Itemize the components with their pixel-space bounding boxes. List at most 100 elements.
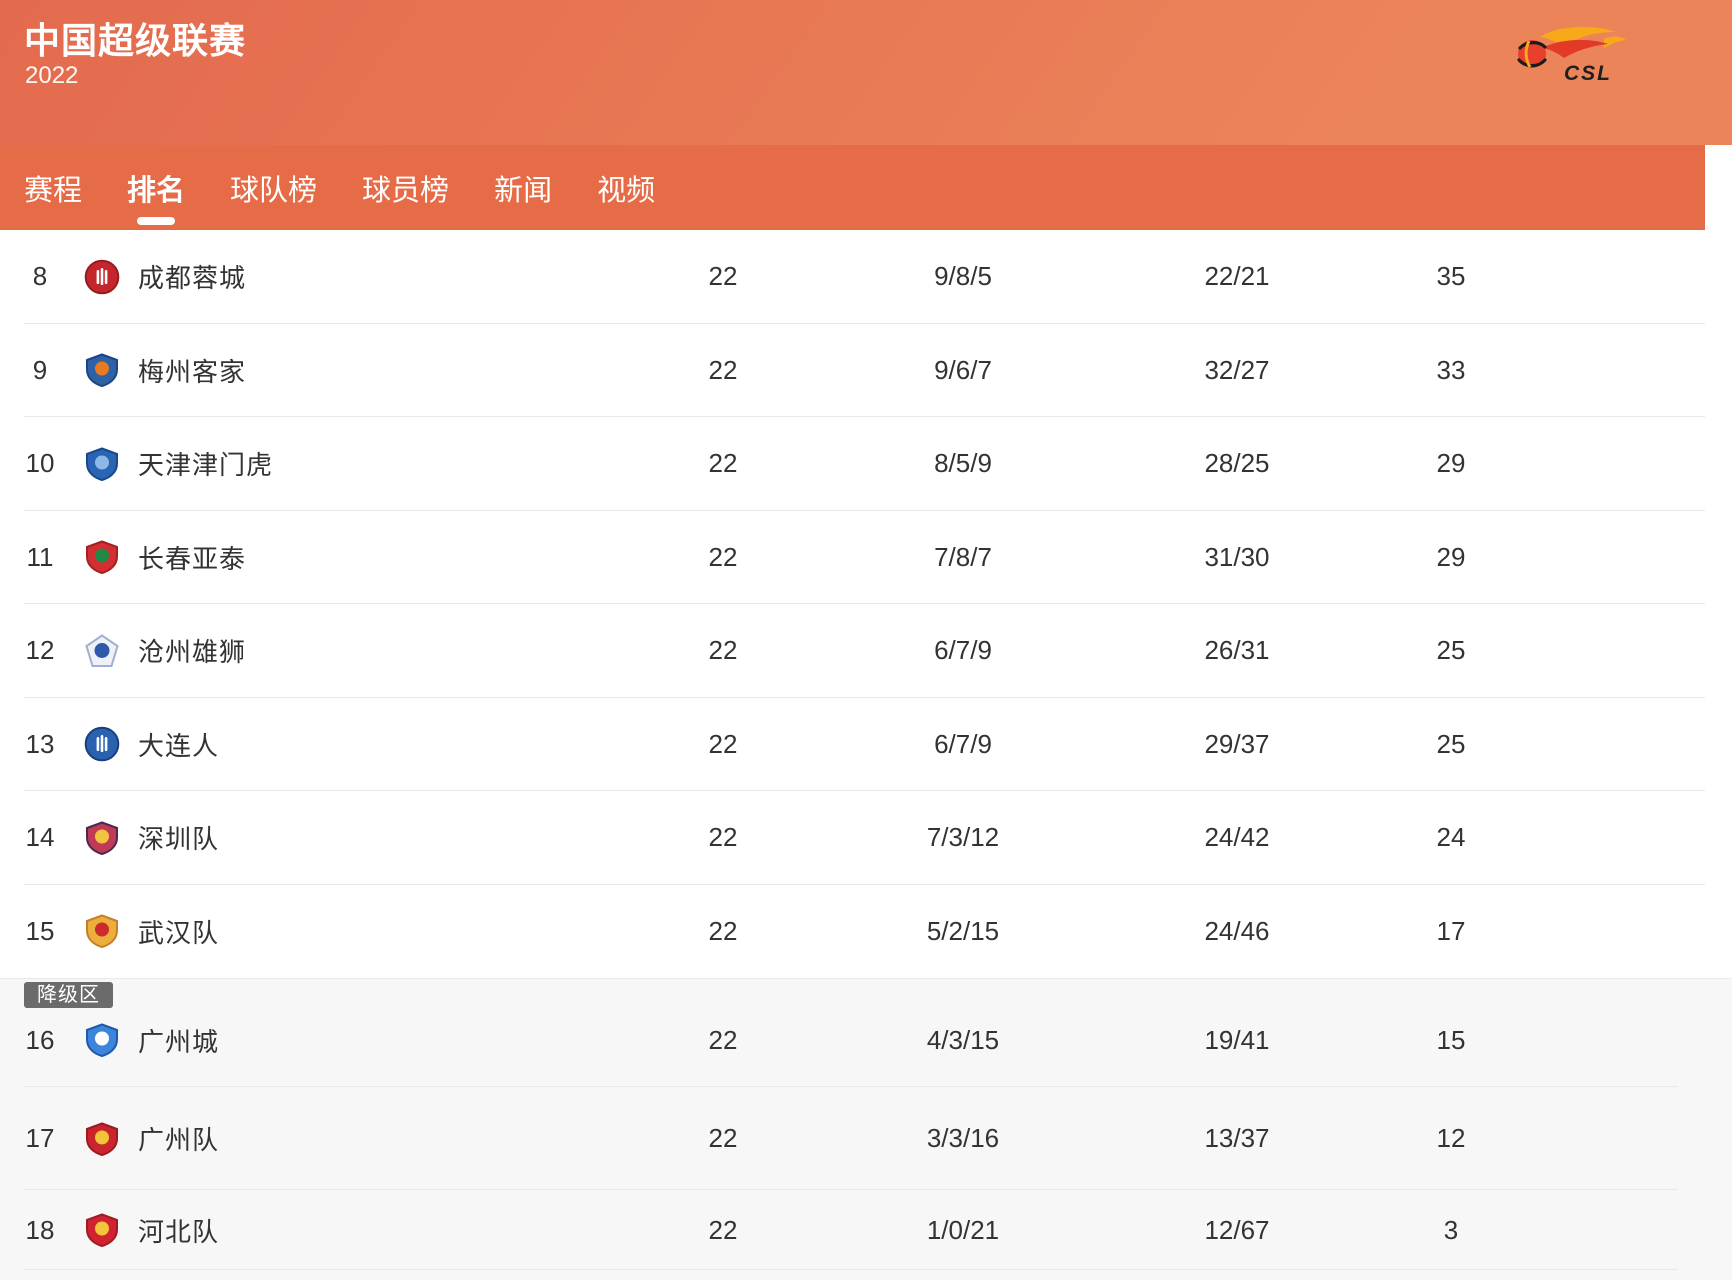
matches-played-cell: 22: [708, 915, 738, 946]
goals-for-against-cell: 32/27: [1204, 354, 1270, 385]
csl-league-logo: CSL: [1504, 22, 1628, 90]
rank-cell: 18: [25, 1214, 55, 1245]
win-draw-loss-cell: 9/6/7: [934, 354, 992, 385]
team-name[interactable]: 天津津门虎: [138, 450, 274, 481]
team-name[interactable]: 广州队: [138, 1125, 220, 1155]
team-badge-icon: [84, 1121, 120, 1157]
rank-cell: 13: [25, 728, 55, 759]
relegation-zone-label: 降级区: [24, 982, 113, 1008]
win-draw-loss-cell: 7/8/7: [934, 541, 992, 572]
team-name[interactable]: 大连人: [138, 730, 220, 761]
tab-label: 新闻: [494, 174, 553, 207]
relegation-zone: 降级区 16 广州城 22 4/3/15 19/41 15 17 广州队 22 …: [0, 978, 1732, 1280]
points-cell: 25: [1436, 728, 1466, 759]
season-label: 2022: [25, 62, 79, 89]
team-badge-icon: [84, 820, 120, 856]
team-badge-icon: [84, 539, 120, 575]
tab-player-rankings[interactable]: 球员榜: [362, 145, 449, 230]
rank-cell: 14: [25, 822, 55, 853]
tab-label: 排名: [127, 174, 186, 207]
points-cell: 35: [1436, 261, 1466, 292]
goals-for-against-cell: 26/31: [1204, 635, 1270, 666]
points-cell: 17: [1436, 915, 1466, 946]
team-badge-icon: [84, 259, 120, 295]
rows-main: 8 成都蓉城 22 9/8/5 22/21 35 9 梅州客家 22 9/6/7…: [0, 230, 1732, 978]
team-name[interactable]: 武汉队: [138, 917, 220, 948]
rows-relegation: 16 广州城 22 4/3/15 19/41 15 17 广州队 22 3/3/…: [0, 979, 1732, 1270]
win-draw-loss-cell: 4/3/15: [926, 1024, 1000, 1055]
goals-for-against-cell: 13/37: [1204, 1123, 1270, 1153]
rank-cell: 8: [32, 261, 48, 292]
matches-played-cell: 22: [708, 635, 738, 666]
app-header: 中国超级联赛 2022 CSL: [0, 0, 1732, 145]
tab-label: 赛程: [24, 174, 83, 207]
team-name[interactable]: 河北队: [138, 1216, 220, 1247]
team-name[interactable]: 梅州客家: [138, 356, 247, 387]
points-cell: 12: [1436, 1123, 1466, 1153]
tab-video[interactable]: 视频: [597, 145, 655, 230]
points-cell: 33: [1436, 354, 1466, 385]
tab-team-rankings[interactable]: 球队榜: [230, 145, 317, 230]
win-draw-loss-cell: 8/5/9: [934, 448, 992, 479]
matches-played-cell: 22: [708, 448, 738, 479]
win-draw-loss-cell: 1/0/21: [926, 1214, 1000, 1245]
matches-played-cell: 22: [708, 1123, 738, 1153]
team-badge-icon: [84, 913, 120, 949]
rank-cell: 15: [25, 915, 55, 946]
team-name[interactable]: 成都蓉城: [138, 263, 247, 294]
goals-for-against-cell: 28/25: [1204, 448, 1270, 479]
goals-for-against-cell: 24/42: [1204, 822, 1270, 853]
team-badge-icon: [84, 1212, 120, 1248]
rank-cell: 12: [25, 635, 55, 666]
team-name[interactable]: 长春亚泰: [138, 543, 247, 574]
table-row[interactable]: 13 大连人 22 6/7/9 29/37 25: [0, 698, 1705, 792]
win-draw-loss-cell: 6/7/9: [934, 635, 992, 666]
table-row[interactable]: 8 成都蓉城 22 9/8/5 22/21 35: [0, 230, 1705, 324]
points-cell: 29: [1436, 448, 1466, 479]
tab-news[interactable]: 新闻: [494, 145, 552, 230]
rank-cell: 10: [25, 448, 55, 479]
team-badge-icon: [84, 1022, 120, 1058]
goals-for-against-cell: 29/37: [1204, 728, 1270, 759]
goals-for-against-cell: 12/67: [1204, 1214, 1270, 1245]
table-row[interactable]: 10 天津津门虎 22 8/5/9 28/25 29: [0, 417, 1705, 511]
goals-for-against-cell: 24/46: [1204, 915, 1270, 946]
team-badge-icon: [84, 352, 120, 388]
team-name[interactable]: 深圳队: [138, 824, 220, 855]
win-draw-loss-cell: 3/3/16: [926, 1123, 1000, 1153]
rank-cell: 17: [25, 1123, 55, 1153]
team-name[interactable]: 广州城: [138, 1026, 220, 1057]
tab-schedule[interactable]: 赛程: [24, 145, 82, 230]
matches-played-cell: 22: [708, 261, 738, 292]
table-row[interactable]: 15 武汉队 22 5/2/15 24/46 17: [0, 885, 1705, 979]
table-row[interactable]: 11 长春亚泰 22 7/8/7 31/30 29: [0, 511, 1705, 605]
matches-played-cell: 22: [708, 354, 738, 385]
page-title: 中国超级联赛: [24, 20, 247, 61]
matches-played-cell: 22: [708, 1024, 738, 1055]
rank-cell: 16: [25, 1024, 55, 1055]
table-row[interactable]: 9 梅州客家 22 9/6/7 32/27 33: [0, 324, 1705, 418]
points-cell: 29: [1436, 541, 1466, 572]
tab-label: 球队榜: [230, 174, 318, 207]
team-badge-icon: [84, 446, 120, 482]
flame-ball-icon: CSL: [1517, 26, 1626, 85]
points-cell: 25: [1436, 635, 1466, 666]
team-badge-icon: [84, 726, 120, 762]
matches-played-cell: 22: [708, 1214, 738, 1245]
tab-standings[interactable]: 排名: [127, 145, 185, 230]
team-name[interactable]: 沧州雄狮: [138, 637, 247, 668]
win-draw-loss-cell: 9/8/5: [934, 261, 992, 292]
goals-for-against-cell: 22/21: [1204, 261, 1270, 292]
table-row[interactable]: 12 沧州雄狮 22 6/7/9 26/31 25: [0, 604, 1705, 698]
table-row[interactable]: 18 河北队 22 1/0/21 12/67 3: [0, 1190, 1705, 1270]
nav-tabs: 赛程 排名 球队榜 球员榜 新闻 视频: [0, 145, 1705, 230]
team-badge-icon: [84, 633, 120, 669]
win-draw-loss-cell: 7/3/12: [926, 822, 1000, 853]
table-row[interactable]: 17 广州队 22 3/3/16 13/37 12: [0, 1087, 1705, 1190]
win-draw-loss-cell: 5/2/15: [926, 915, 1000, 946]
table-row[interactable]: 16 广州城 22 4/3/15 19/41 15: [0, 979, 1705, 1087]
table-row[interactable]: 14 深圳队 22 7/3/12 24/42 24: [0, 791, 1705, 885]
goals-for-against-cell: 31/30: [1204, 541, 1270, 572]
goals-for-against-cell: 19/41: [1204, 1024, 1270, 1055]
